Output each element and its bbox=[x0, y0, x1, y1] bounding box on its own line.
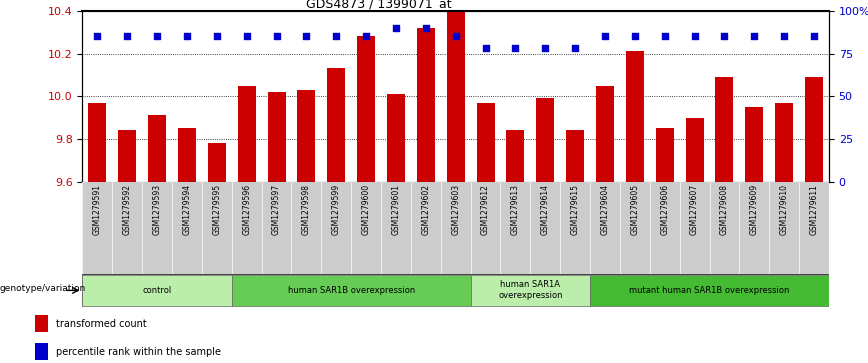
Bar bbox=[686, 118, 704, 182]
Point bbox=[747, 33, 761, 39]
Point bbox=[90, 33, 104, 39]
Bar bbox=[357, 37, 375, 182]
Bar bbox=[805, 77, 823, 182]
Text: GSM1279609: GSM1279609 bbox=[750, 184, 759, 236]
Text: human SAR1A
overexpression: human SAR1A overexpression bbox=[498, 280, 562, 301]
Text: control: control bbox=[142, 286, 172, 295]
Bar bbox=[35, 343, 48, 360]
Point bbox=[329, 33, 343, 39]
Text: GSM1279593: GSM1279593 bbox=[153, 184, 161, 236]
Text: GSM1279601: GSM1279601 bbox=[391, 184, 400, 235]
Text: GSM1279597: GSM1279597 bbox=[272, 184, 281, 236]
Text: GSM1279607: GSM1279607 bbox=[690, 184, 699, 236]
Point bbox=[569, 45, 582, 51]
Point bbox=[419, 25, 433, 31]
Bar bbox=[655, 128, 674, 182]
Bar bbox=[35, 315, 48, 332]
Bar bbox=[118, 130, 136, 182]
Text: GSM1279602: GSM1279602 bbox=[421, 184, 431, 235]
Point bbox=[687, 33, 701, 39]
Bar bbox=[470, 275, 590, 306]
Point bbox=[150, 33, 164, 39]
Text: human SAR1B overexpression: human SAR1B overexpression bbox=[287, 286, 415, 295]
Bar bbox=[746, 107, 763, 182]
Bar bbox=[178, 128, 196, 182]
Bar bbox=[536, 98, 555, 182]
Text: genotype/variation: genotype/variation bbox=[0, 284, 86, 293]
Text: GSM1279613: GSM1279613 bbox=[511, 184, 520, 235]
Bar bbox=[590, 275, 829, 306]
Text: GSM1279594: GSM1279594 bbox=[182, 184, 192, 236]
Point bbox=[270, 33, 284, 39]
Text: GSM1279606: GSM1279606 bbox=[661, 184, 669, 236]
Bar bbox=[298, 90, 315, 182]
Bar bbox=[387, 94, 405, 182]
Text: GSM1279614: GSM1279614 bbox=[541, 184, 549, 235]
Bar bbox=[238, 86, 256, 182]
Text: GSM1279605: GSM1279605 bbox=[630, 184, 640, 236]
Point bbox=[240, 33, 253, 39]
Text: GSM1279592: GSM1279592 bbox=[122, 184, 132, 235]
Bar bbox=[506, 130, 524, 182]
Point bbox=[210, 33, 224, 39]
Text: GSM1279599: GSM1279599 bbox=[332, 184, 341, 236]
Bar bbox=[267, 92, 286, 182]
Text: GSM1279610: GSM1279610 bbox=[779, 184, 789, 235]
Bar bbox=[327, 69, 345, 182]
Point bbox=[180, 33, 194, 39]
Text: GSM1279603: GSM1279603 bbox=[451, 184, 460, 236]
Bar bbox=[447, 11, 464, 181]
Text: GDS4873 / 1399071_at: GDS4873 / 1399071_at bbox=[306, 0, 452, 10]
Point bbox=[658, 33, 672, 39]
Bar bbox=[626, 52, 644, 182]
Text: GSM1279615: GSM1279615 bbox=[570, 184, 580, 235]
Bar bbox=[82, 275, 232, 306]
Point bbox=[478, 45, 492, 51]
Text: GSM1279608: GSM1279608 bbox=[720, 184, 729, 235]
Point bbox=[389, 25, 403, 31]
Point bbox=[538, 45, 552, 51]
Bar bbox=[89, 103, 107, 182]
Point bbox=[598, 33, 612, 39]
Bar bbox=[477, 103, 495, 182]
Bar bbox=[715, 77, 733, 182]
Point bbox=[628, 33, 641, 39]
Point bbox=[359, 33, 373, 39]
Bar bbox=[417, 28, 435, 182]
Point bbox=[777, 33, 791, 39]
Bar bbox=[148, 115, 166, 182]
Text: GSM1279596: GSM1279596 bbox=[242, 184, 251, 236]
Point bbox=[449, 33, 463, 39]
Point bbox=[121, 33, 135, 39]
Text: percentile rank within the sample: percentile rank within the sample bbox=[56, 347, 221, 357]
Text: GSM1279600: GSM1279600 bbox=[362, 184, 371, 236]
Point bbox=[299, 33, 313, 39]
Point bbox=[718, 33, 732, 39]
Bar bbox=[232, 275, 470, 306]
Text: GSM1279598: GSM1279598 bbox=[302, 184, 311, 235]
Bar bbox=[207, 143, 226, 182]
Text: GSM1279595: GSM1279595 bbox=[213, 184, 221, 236]
Bar bbox=[566, 130, 584, 182]
Text: transformed count: transformed count bbox=[56, 319, 148, 329]
Text: GSM1279604: GSM1279604 bbox=[601, 184, 609, 236]
Text: mutant human SAR1B overexpression: mutant human SAR1B overexpression bbox=[629, 286, 790, 295]
Bar bbox=[775, 103, 793, 182]
Point bbox=[509, 45, 523, 51]
Bar bbox=[596, 86, 614, 182]
Text: GSM1279591: GSM1279591 bbox=[93, 184, 102, 235]
Text: GSM1279611: GSM1279611 bbox=[810, 184, 819, 235]
Text: GSM1279612: GSM1279612 bbox=[481, 184, 490, 235]
Point bbox=[807, 33, 821, 39]
